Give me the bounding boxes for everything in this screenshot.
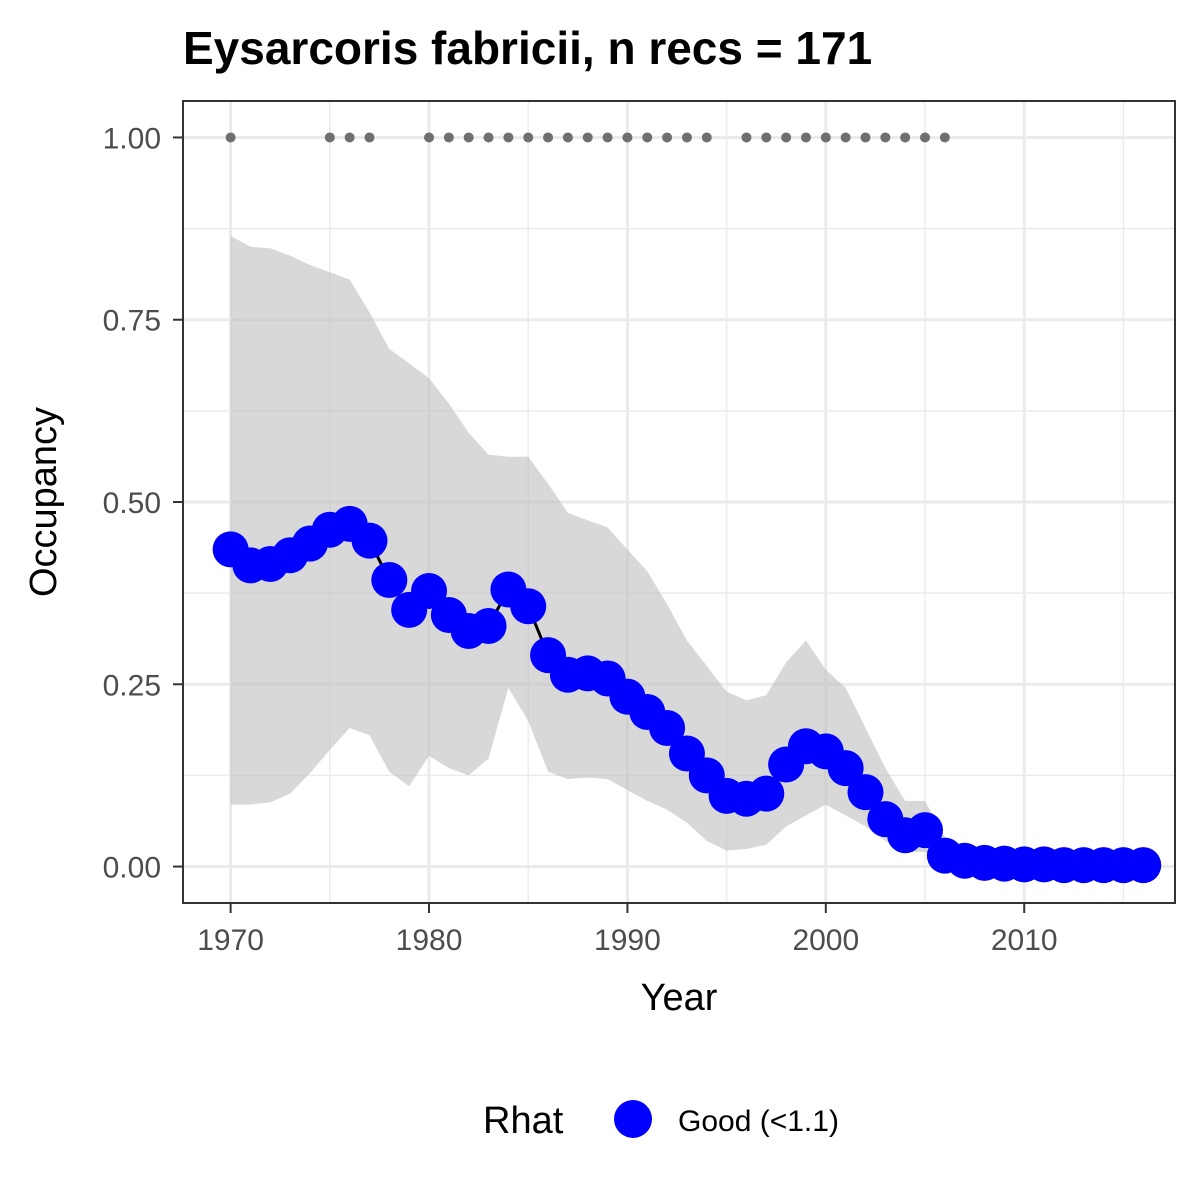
record-marker [622,132,633,143]
record-marker [880,132,891,143]
y-tick-label: 0.00 [103,852,161,885]
x-axis-ticks: 1970 1980 1990 2000 2010 [197,903,1058,957]
occupancy-points [212,505,1162,884]
occupancy-point [827,750,864,787]
occupancy-point [649,710,686,747]
legend-title: Rhat [483,1100,564,1142]
y-tick-label: 0.75 [103,305,161,338]
record-marker [761,132,772,143]
record-marker [443,132,454,143]
occupancy-point [371,562,408,599]
chart-title: Eysarcoris fabricii, n recs = 171 [183,22,872,74]
y-tick-label: 0.25 [103,669,161,702]
record-marker [781,132,792,143]
occupancy-point [1125,847,1162,884]
y-tick-label: 0.50 [103,487,161,520]
confidence-ribbon [230,235,1144,867]
record-marker [483,132,494,143]
legend-key-good [614,1100,652,1138]
record-marker [820,132,831,143]
record-marker [364,132,375,143]
x-tick-label: 2000 [792,924,859,957]
record-marker [840,132,851,143]
record-marker [225,132,236,143]
x-tick-label: 2010 [991,924,1058,957]
record-marker [543,132,554,143]
record-marker [562,132,573,143]
record-marker [463,132,474,143]
occupancy-point [907,812,944,849]
record-marker [642,132,653,143]
occupancy-point [411,572,448,609]
record-marker [523,132,534,143]
record-markers [225,132,950,143]
record-marker [741,132,752,143]
y-axis-title: Occupancy [23,407,65,597]
x-tick-label: 1980 [396,924,463,957]
record-marker [860,132,871,143]
occupancy-point [847,774,884,811]
occupancy-point [510,588,547,625]
y-axis-ticks: 0.00 0.25 0.50 0.75 1.00 [103,122,183,885]
x-tick-label: 1990 [594,924,661,957]
record-marker [920,132,931,143]
occupancy-point [351,522,388,559]
occupancy-point [748,775,785,812]
x-tick-label: 1970 [197,924,264,957]
record-marker [602,132,613,143]
record-marker [701,132,712,143]
legend-label-good: Good (<1.1) [678,1105,839,1138]
record-marker [582,132,593,143]
record-marker [503,132,514,143]
record-marker [939,132,950,143]
occupancy-point [470,607,507,644]
y-tick-label: 1.00 [103,122,161,155]
record-marker [681,132,692,143]
legend: Rhat Good (<1.1) [483,1100,839,1142]
record-marker [424,132,435,143]
x-axis-title: Year [641,977,718,1019]
record-marker [662,132,673,143]
record-marker [324,132,335,143]
record-marker [900,132,911,143]
record-marker [344,132,355,143]
record-marker [800,132,811,143]
